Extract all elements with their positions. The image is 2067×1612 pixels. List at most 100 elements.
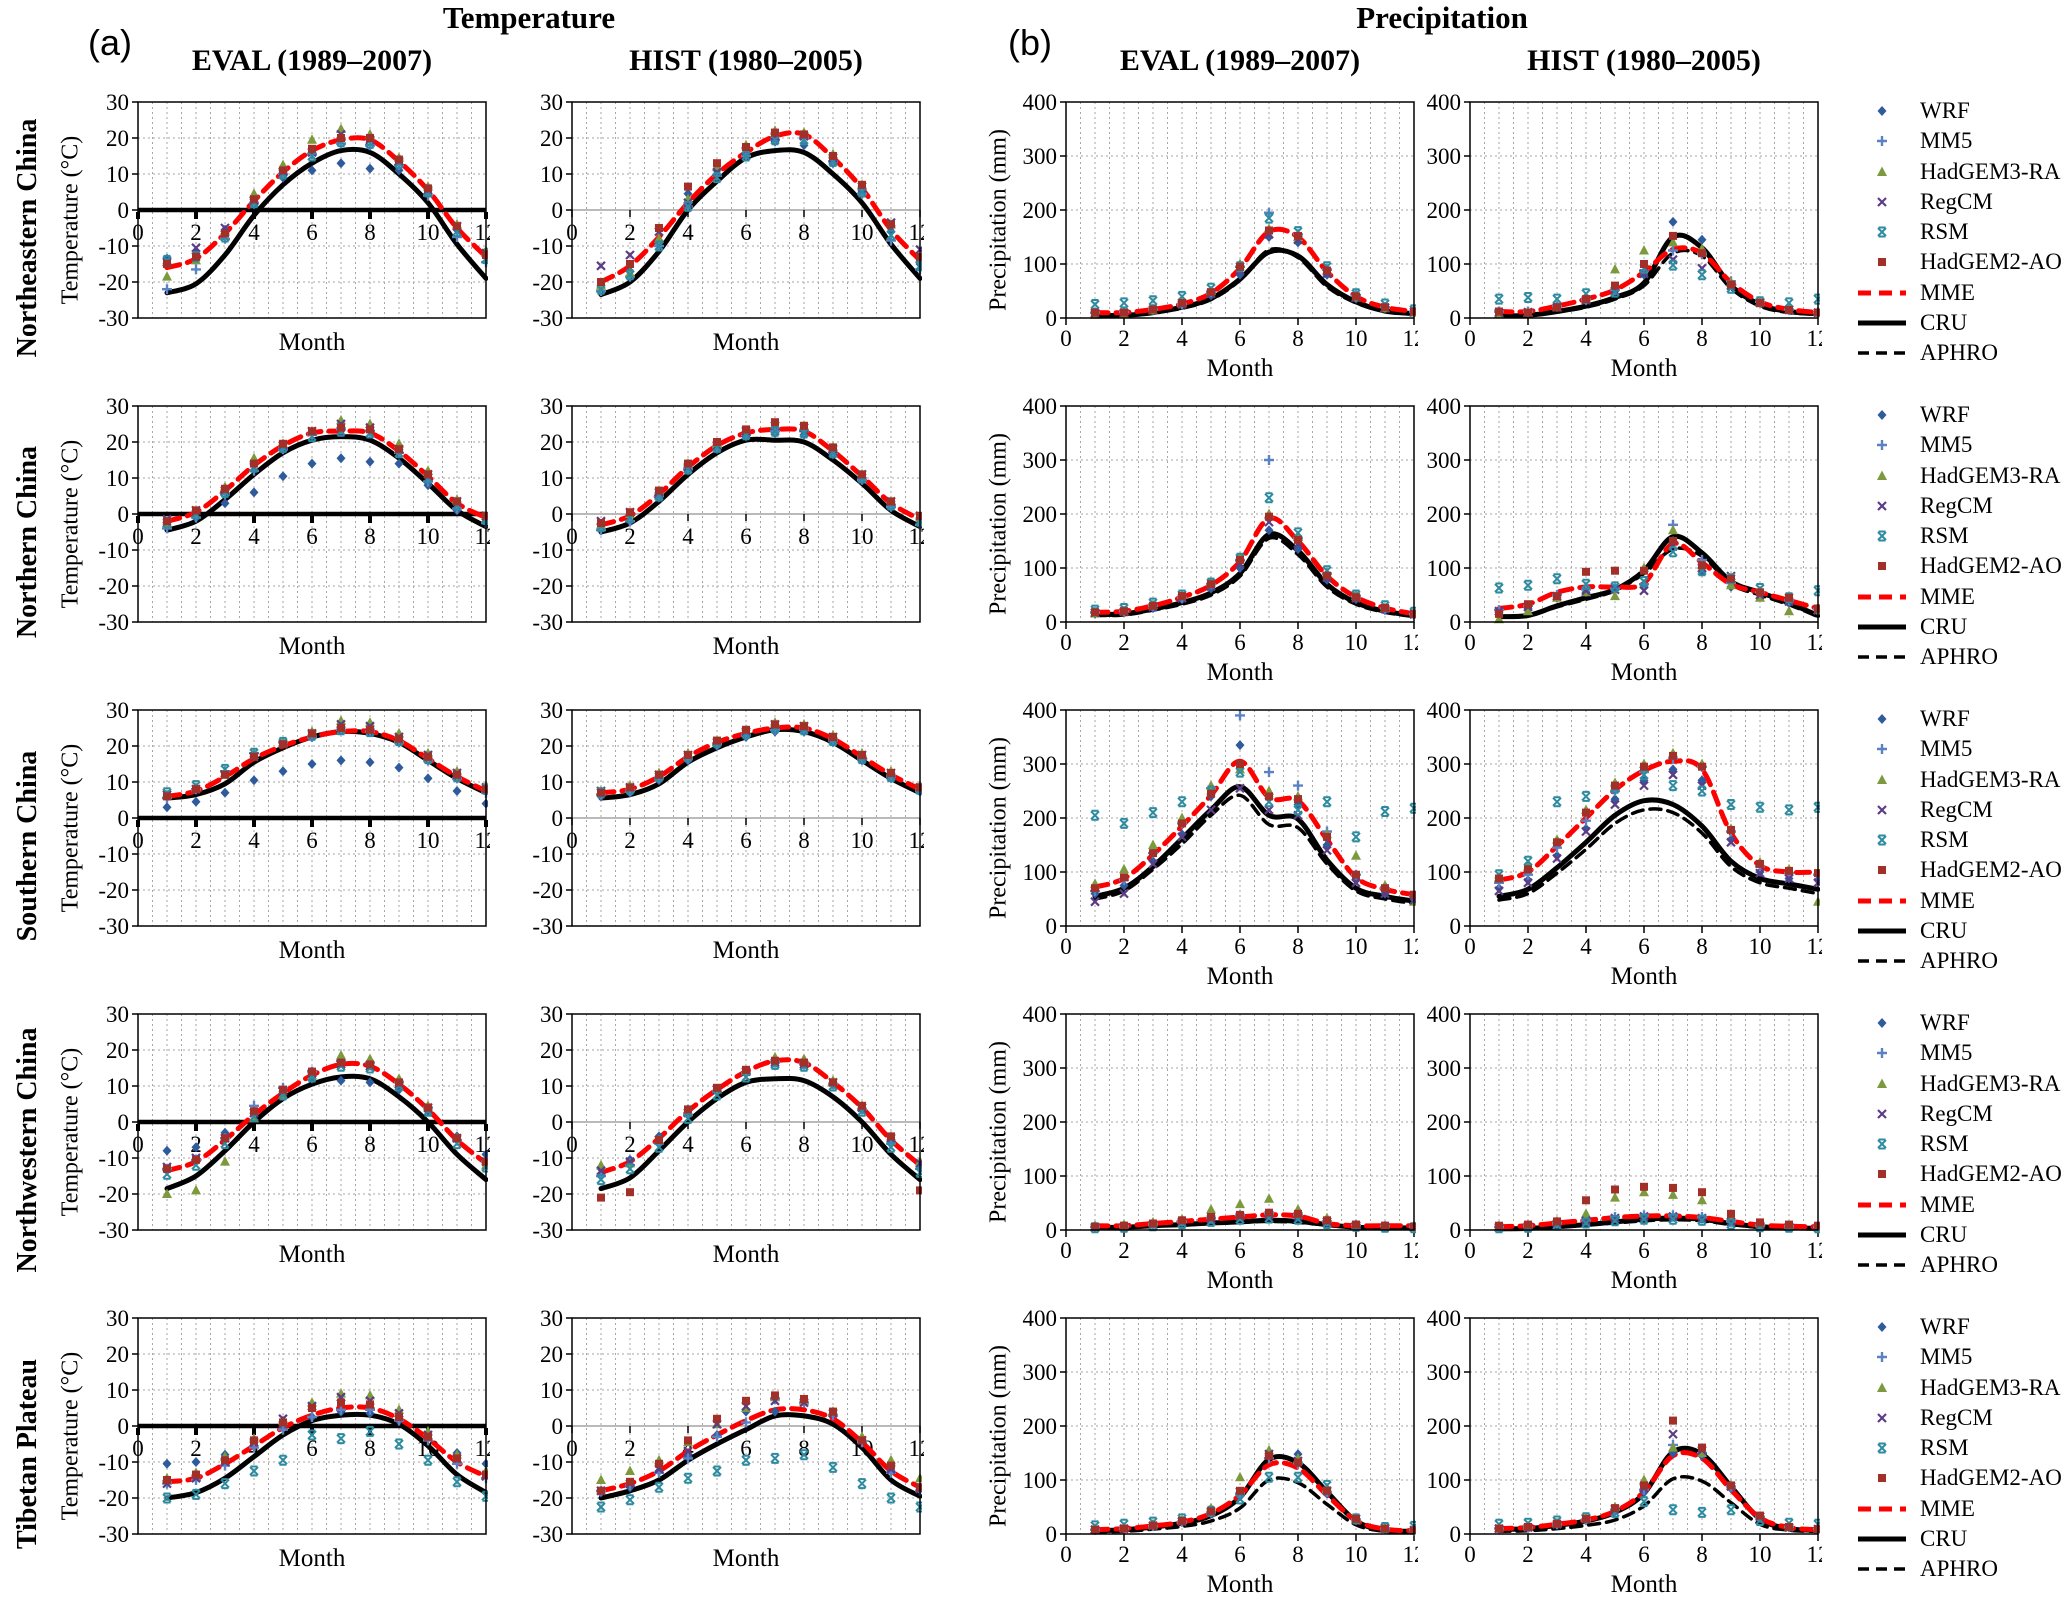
svg-text:2: 2 xyxy=(1118,1238,1130,1263)
legend-item-hadgem3-ra: HadGEM3-RA xyxy=(1856,463,2067,489)
svg-text:300: 300 xyxy=(1427,1360,1462,1385)
svg-text:10: 10 xyxy=(106,162,129,187)
series-group xyxy=(1090,1193,1416,1234)
svg-text:6: 6 xyxy=(1234,326,1246,351)
precip-y-axis-label: Precipitation (mm) xyxy=(984,1004,1014,1296)
scatter-hadgem2-ao xyxy=(1091,226,1416,317)
legend-item-hadgem3-ra: HadGEM3-RA xyxy=(1856,1071,2067,1097)
svg-text:12: 12 xyxy=(475,828,491,853)
svg-text:8: 8 xyxy=(364,828,376,853)
line-marker-icon xyxy=(1858,1536,1906,1542)
line-cru xyxy=(1092,784,1416,904)
series-group xyxy=(1494,216,1820,319)
legend-label: RSM xyxy=(1920,219,1969,244)
legend-item-mme: MME xyxy=(1856,584,2067,610)
svg-text:400: 400 xyxy=(1427,700,1462,723)
svg-text:0: 0 xyxy=(1464,934,1476,959)
svg-text:-10: -10 xyxy=(98,842,129,867)
scatter-hadgem2-ao xyxy=(597,1056,922,1202)
svg-text:0: 0 xyxy=(1060,1542,1072,1567)
svg-text:10: 10 xyxy=(106,466,129,491)
svg-text:400: 400 xyxy=(1023,700,1058,723)
svg-text:-30: -30 xyxy=(532,610,563,635)
line-cru xyxy=(598,147,922,298)
svg-text:6: 6 xyxy=(1638,934,1650,959)
svg-text:0: 0 xyxy=(552,502,564,527)
plot-northwestern-china-precip-eval: 0 2 4 6 8 10 12 400 300 200 100 0 Month xyxy=(1023,1004,1419,1294)
svg-text:10: 10 xyxy=(417,220,440,245)
legend-label: APHRO xyxy=(1920,948,1998,973)
svg-text:2: 2 xyxy=(624,1436,636,1461)
line-cru xyxy=(164,1073,488,1192)
svg-text:-30: -30 xyxy=(98,1522,129,1547)
svg-text:200: 200 xyxy=(1427,502,1462,527)
legend-label: RegCM xyxy=(1920,1404,1993,1430)
svg-text:-20: -20 xyxy=(98,1486,129,1511)
svg-text:12: 12 xyxy=(1403,934,1419,959)
svg-text:12: 12 xyxy=(1403,1238,1419,1263)
svg-text:100: 100 xyxy=(1023,252,1058,277)
svg-text:6: 6 xyxy=(1234,934,1246,959)
svg-text:4: 4 xyxy=(682,1132,694,1157)
scatter-hadgem2-ao xyxy=(1091,512,1416,618)
svg-text:Month: Month xyxy=(1611,963,1678,990)
legend-northwestern-china: WRF MM5 HadGEM3-RA RegCM RSM HadGEM2-AO MME CRU… xyxy=(1822,1004,2067,1304)
line-cru xyxy=(1496,797,1820,899)
svg-text:8: 8 xyxy=(1696,934,1708,959)
series-group xyxy=(162,715,488,813)
svg-text:2: 2 xyxy=(624,828,636,853)
line-cru xyxy=(164,146,488,296)
legend-item-hadgem3-ra: HadGEM3-RA xyxy=(1856,767,2067,793)
svg-text:-30: -30 xyxy=(98,1218,129,1243)
svg-text:0: 0 xyxy=(1046,306,1058,331)
svg-text:-30: -30 xyxy=(532,1522,563,1547)
svg-text:4: 4 xyxy=(1176,1238,1188,1263)
svg-text:4: 4 xyxy=(248,524,260,549)
svg-text:20: 20 xyxy=(106,1038,129,1063)
scatter-hadgem2-ao xyxy=(1091,1451,1416,1535)
svg-text:0: 0 xyxy=(1450,1522,1462,1547)
svg-text:100: 100 xyxy=(1427,1164,1462,1189)
temp-y-axis-label-text: Temperature (°C) xyxy=(57,1352,84,1521)
scatter-hadgem2-ao xyxy=(597,128,922,286)
svg-text:6: 6 xyxy=(306,220,318,245)
svg-text:-30: -30 xyxy=(532,1218,563,1243)
svg-text:2: 2 xyxy=(1522,1542,1534,1567)
svg-text:Month: Month xyxy=(713,329,780,356)
series-group xyxy=(162,1388,488,1504)
svg-text:4: 4 xyxy=(682,220,694,245)
region-label-text: Northwestern China xyxy=(12,1027,43,1273)
x-marker-icon xyxy=(1877,1108,1887,1119)
svg-text:8: 8 xyxy=(798,1436,810,1461)
scatter-hadgem2-ao xyxy=(597,418,922,527)
svg-text:10: 10 xyxy=(1345,326,1368,351)
svg-text:-20: -20 xyxy=(532,574,563,599)
svg-text:2: 2 xyxy=(1118,630,1130,655)
svg-text:100: 100 xyxy=(1023,1468,1058,1493)
svg-text:0: 0 xyxy=(552,806,564,831)
legend-item-aphro: APHRO xyxy=(1856,644,2067,670)
square-marker-icon xyxy=(1878,1170,1886,1179)
legend-label: MME xyxy=(1920,279,1975,305)
svg-text:30: 30 xyxy=(540,700,563,723)
legend-item-hadgem2-ao: HadGEM2-AO xyxy=(1856,1161,2067,1187)
temp-y-axis-label: Temperature (°C) xyxy=(56,1308,86,1600)
svg-text:Month: Month xyxy=(279,633,346,660)
legend-item-regcm: RegCM xyxy=(1856,797,2067,823)
svg-text:4: 4 xyxy=(1580,1542,1592,1567)
svg-text:200: 200 xyxy=(1023,198,1058,223)
svg-text:12: 12 xyxy=(475,1436,491,1461)
svg-text:12: 12 xyxy=(909,1132,925,1157)
precip-y-axis-label-text: Precipitation (mm) xyxy=(985,129,1012,312)
svg-text:30: 30 xyxy=(106,700,129,723)
legend-label: APHRO xyxy=(1920,644,1998,669)
region-label-text: Northeastern China xyxy=(12,118,43,358)
triangle-marker-icon xyxy=(1877,166,1887,176)
svg-text:400: 400 xyxy=(1427,92,1462,115)
region-row-northwestern-china: Northwestern China Temperature (°C) 0 2 4 6 8 1… xyxy=(0,1004,2067,1308)
line-marker-icon xyxy=(1858,594,1906,599)
svg-text:20: 20 xyxy=(106,430,129,455)
square-marker-icon xyxy=(1878,1474,1886,1483)
line-mme xyxy=(598,1406,922,1494)
